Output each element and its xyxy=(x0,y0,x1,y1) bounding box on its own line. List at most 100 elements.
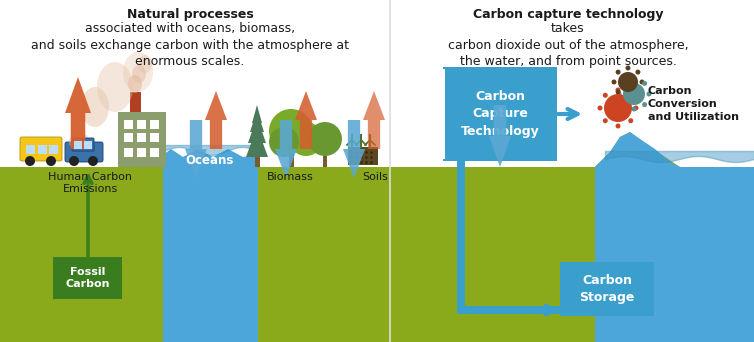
Text: Carbon
Storage: Carbon Storage xyxy=(579,274,635,304)
Circle shape xyxy=(269,109,313,153)
Circle shape xyxy=(642,102,647,107)
Circle shape xyxy=(611,79,617,84)
FancyBboxPatch shape xyxy=(74,141,82,149)
Polygon shape xyxy=(0,167,390,342)
FancyBboxPatch shape xyxy=(150,148,159,157)
FancyBboxPatch shape xyxy=(457,306,582,314)
FancyBboxPatch shape xyxy=(49,145,58,154)
Circle shape xyxy=(46,156,56,166)
Circle shape xyxy=(308,122,342,156)
FancyBboxPatch shape xyxy=(65,142,103,162)
Ellipse shape xyxy=(128,75,142,93)
FancyBboxPatch shape xyxy=(124,148,133,157)
Circle shape xyxy=(636,89,640,94)
Circle shape xyxy=(604,94,632,122)
FancyBboxPatch shape xyxy=(20,137,62,161)
Circle shape xyxy=(633,105,639,110)
Circle shape xyxy=(628,118,633,123)
FancyBboxPatch shape xyxy=(348,147,378,165)
Circle shape xyxy=(621,102,626,107)
FancyBboxPatch shape xyxy=(289,149,294,167)
Ellipse shape xyxy=(97,62,133,112)
FancyBboxPatch shape xyxy=(137,133,146,142)
Circle shape xyxy=(25,156,35,166)
Ellipse shape xyxy=(75,132,81,142)
FancyBboxPatch shape xyxy=(560,262,654,316)
Circle shape xyxy=(615,89,621,94)
Polygon shape xyxy=(343,120,365,178)
Polygon shape xyxy=(595,132,754,342)
Ellipse shape xyxy=(132,65,146,83)
Ellipse shape xyxy=(81,87,109,127)
Circle shape xyxy=(626,66,630,70)
FancyBboxPatch shape xyxy=(137,148,146,157)
Polygon shape xyxy=(390,132,754,342)
Circle shape xyxy=(636,70,640,75)
FancyBboxPatch shape xyxy=(26,145,35,154)
Ellipse shape xyxy=(123,52,153,92)
Polygon shape xyxy=(252,105,262,123)
Text: takes
carbon dioxide out of the atmosphere,
the water, and from point sources.: takes carbon dioxide out of the atmosphe… xyxy=(448,22,688,68)
Circle shape xyxy=(639,79,645,84)
Text: Fossil
Carbon: Fossil Carbon xyxy=(66,267,110,289)
Polygon shape xyxy=(275,120,297,178)
Circle shape xyxy=(618,72,638,92)
Polygon shape xyxy=(250,110,264,132)
Circle shape xyxy=(632,106,636,111)
FancyBboxPatch shape xyxy=(53,257,122,299)
Text: Carbon
Conversion
and Utilization: Carbon Conversion and Utilization xyxy=(648,86,739,122)
Polygon shape xyxy=(465,298,582,316)
Circle shape xyxy=(626,93,630,98)
Text: Carbon capture technology: Carbon capture technology xyxy=(473,8,664,21)
FancyBboxPatch shape xyxy=(443,67,557,161)
FancyBboxPatch shape xyxy=(438,69,445,159)
Circle shape xyxy=(88,156,98,166)
FancyBboxPatch shape xyxy=(72,138,94,151)
FancyBboxPatch shape xyxy=(323,153,327,167)
Polygon shape xyxy=(185,120,207,178)
FancyBboxPatch shape xyxy=(150,133,159,142)
Circle shape xyxy=(602,118,608,123)
Circle shape xyxy=(621,81,626,86)
Circle shape xyxy=(615,88,621,92)
Circle shape xyxy=(632,77,636,81)
Polygon shape xyxy=(363,91,385,149)
FancyBboxPatch shape xyxy=(118,112,166,167)
Ellipse shape xyxy=(81,134,88,144)
Polygon shape xyxy=(295,91,317,149)
Text: Natural processes: Natural processes xyxy=(127,8,253,21)
Polygon shape xyxy=(248,117,266,143)
Ellipse shape xyxy=(69,137,75,146)
Circle shape xyxy=(646,92,651,96)
Circle shape xyxy=(597,105,602,110)
FancyBboxPatch shape xyxy=(457,159,465,314)
FancyBboxPatch shape xyxy=(124,133,133,142)
Circle shape xyxy=(623,83,645,105)
Polygon shape xyxy=(65,77,91,149)
FancyBboxPatch shape xyxy=(124,120,133,129)
Text: Soils: Soils xyxy=(362,172,388,182)
Circle shape xyxy=(617,92,621,96)
Polygon shape xyxy=(205,91,227,149)
Text: Biomass: Biomass xyxy=(267,172,314,182)
Circle shape xyxy=(602,93,608,98)
FancyBboxPatch shape xyxy=(255,155,260,167)
Polygon shape xyxy=(489,105,511,167)
Circle shape xyxy=(615,70,621,75)
FancyBboxPatch shape xyxy=(38,145,47,154)
Text: Carbon
Capture
Technology: Carbon Capture Technology xyxy=(461,91,539,137)
Ellipse shape xyxy=(138,55,152,73)
Text: Oceans: Oceans xyxy=(185,155,234,168)
Polygon shape xyxy=(163,149,258,342)
Polygon shape xyxy=(246,127,268,157)
Circle shape xyxy=(615,123,621,129)
Text: Human Carbon
Emissions: Human Carbon Emissions xyxy=(48,172,132,194)
FancyBboxPatch shape xyxy=(137,120,146,129)
Circle shape xyxy=(289,122,323,156)
Circle shape xyxy=(628,93,633,98)
Text: associated with oceans, biomass,
and soils exchange carbon with the atmosphere a: associated with oceans, biomass, and soi… xyxy=(31,22,349,68)
Circle shape xyxy=(642,81,647,86)
Circle shape xyxy=(269,127,299,157)
Circle shape xyxy=(69,156,79,166)
FancyBboxPatch shape xyxy=(150,120,159,129)
